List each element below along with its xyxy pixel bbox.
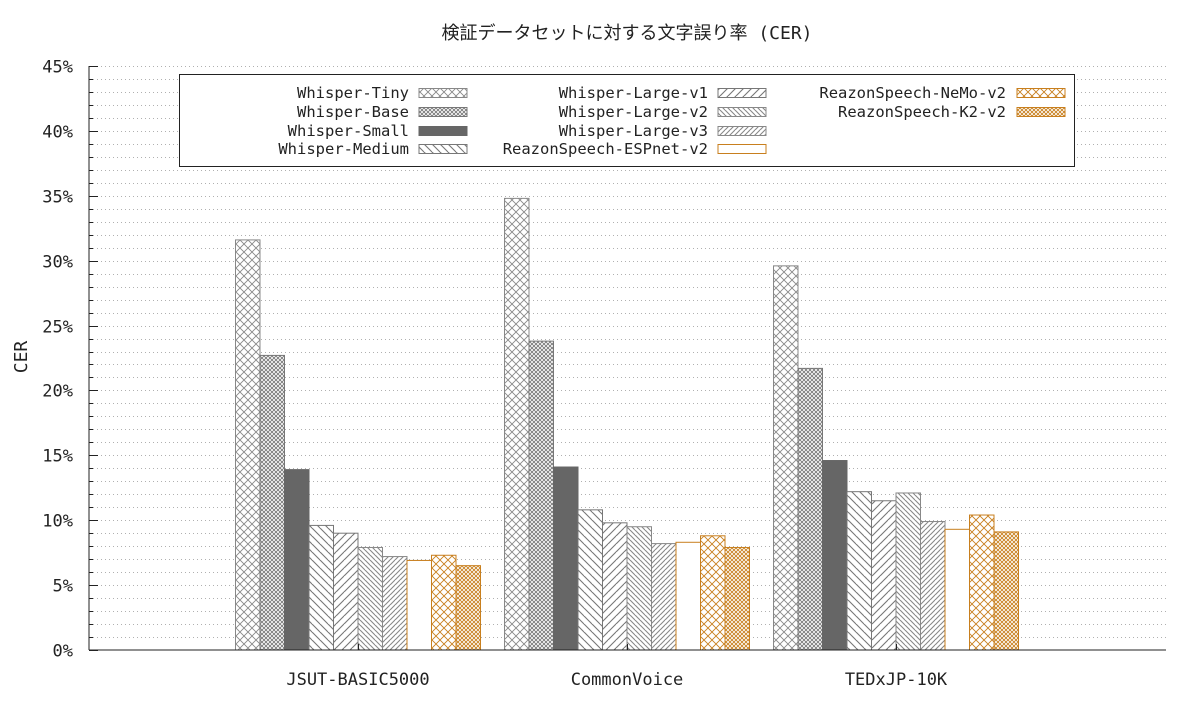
bar-reazonspeech-espnet-v2-jsut-basic5000: [406, 559, 432, 651]
bar-whisper-tiny-tedxjp-10k: [773, 265, 799, 651]
y-tick-label: 30%: [42, 253, 73, 273]
bar-reazonspeech-k2-v2-commonvoice: [724, 546, 750, 651]
axes: 0% 5% 10% 15% 20% 25% 30% 35% 40% 45% JSUT-BASIC50…: [42, 58, 1166, 690]
legend-label: Whisper-Medium: [278, 140, 409, 158]
bar-reazonspeech-espnet-v2-commonvoice: [675, 541, 701, 651]
bar-reazonspeech-k2-v2-jsut-basic5000: [455, 565, 481, 651]
bar-whisper-small-jsut-basic5000: [284, 469, 310, 651]
bar-whisper-small-tedxjp-10k: [822, 460, 848, 651]
legend-swatch: [418, 144, 468, 154]
x-tick-label: CommonVoice: [571, 670, 684, 690]
legend-swatch: [717, 88, 767, 98]
chart-title: 検証データセットに対する文字誤り率 (CER): [441, 23, 812, 44]
legend-swatch: [1016, 107, 1066, 117]
y-tick-label: 25%: [42, 318, 73, 338]
legend-swatch: [717, 107, 767, 117]
legend-label: Whisper-Base: [297, 103, 409, 121]
y-tick-label: 5%: [53, 577, 73, 597]
x-tick-label: JSUT-BASIC5000: [286, 670, 429, 690]
y-tick-label: 20%: [42, 382, 73, 402]
bar-whisper-large-v3-commonvoice: [651, 543, 677, 651]
bar-whisper-large-v1-tedxjp-10k: [871, 500, 897, 651]
bar-whisper-tiny-commonvoice: [504, 197, 530, 651]
bar-whisper-large-v3-jsut-basic5000: [382, 556, 408, 651]
bar-whisper-tiny-jsut-basic5000: [235, 239, 261, 651]
bar-reazonspeech-nemo-v2-jsut-basic5000: [431, 554, 457, 651]
bar-whisper-medium-tedxjp-10k: [846, 491, 872, 651]
bar-whisper-base-jsut-basic5000: [259, 354, 285, 651]
bar-whisper-small-commonvoice: [553, 466, 579, 651]
bar-whisper-large-v1-jsut-basic5000: [333, 532, 359, 651]
y-tick-label: 10%: [42, 512, 73, 532]
legend-label: ReazonSpeech-K2-v2: [838, 103, 1006, 121]
bar-whisper-large-v2-tedxjp-10k: [895, 492, 921, 651]
legend-label: Whisper-Tiny: [297, 84, 409, 102]
bar-whisper-large-v1-commonvoice: [602, 522, 628, 651]
bar-whisper-large-v2-jsut-basic5000: [357, 546, 383, 651]
y-tick-label: 40%: [42, 123, 73, 143]
bar-reazonspeech-k2-v2-tedxjp-10k: [993, 531, 1019, 651]
y-tick-label: 0%: [53, 642, 73, 662]
legend-swatch: [418, 107, 468, 117]
bars: [235, 197, 1019, 651]
bar-reazonspeech-nemo-v2-tedxjp-10k: [969, 514, 995, 651]
legend-label: ReazonSpeech-ESPnet-v2: [503, 140, 708, 158]
x-tick-label: TEDxJP-10K: [845, 670, 948, 690]
bar-reazonspeech-espnet-v2-tedxjp-10k: [944, 528, 970, 651]
y-tick-label: 15%: [42, 447, 73, 467]
bar-whisper-base-tedxjp-10k: [797, 367, 823, 651]
legend-label: Whisper-Large-v2: [559, 103, 708, 121]
legend-swatch: [717, 144, 767, 154]
legend-label: ReazonSpeech-NeMo-v2: [819, 84, 1006, 102]
bar-whisper-large-v2-commonvoice: [626, 526, 652, 651]
y-tick-label: 35%: [42, 188, 73, 208]
legend-swatch: [717, 126, 767, 136]
bar-whisper-medium-jsut-basic5000: [308, 524, 334, 651]
y-tick-label: 45%: [42, 58, 73, 78]
bar-whisper-base-commonvoice: [528, 340, 554, 651]
bar-whisper-medium-commonvoice: [577, 509, 603, 651]
legend-swatch: [1016, 88, 1066, 98]
legend: Whisper-TinyWhisper-BaseWhisper-SmallWhi…: [179, 74, 1075, 167]
legend-label: Whisper-Small: [288, 122, 409, 140]
legend-swatch: [418, 126, 468, 136]
legend-label: Whisper-Large-v3: [559, 122, 708, 140]
y-axis-label: CER: [11, 341, 32, 374]
legend-label: Whisper-Large-v1: [559, 84, 708, 102]
legend-box: [179, 74, 1075, 167]
legend-swatch: [418, 88, 468, 98]
bar-whisper-large-v3-tedxjp-10k: [920, 521, 946, 651]
bar-reazonspeech-nemo-v2-commonvoice: [700, 535, 726, 651]
